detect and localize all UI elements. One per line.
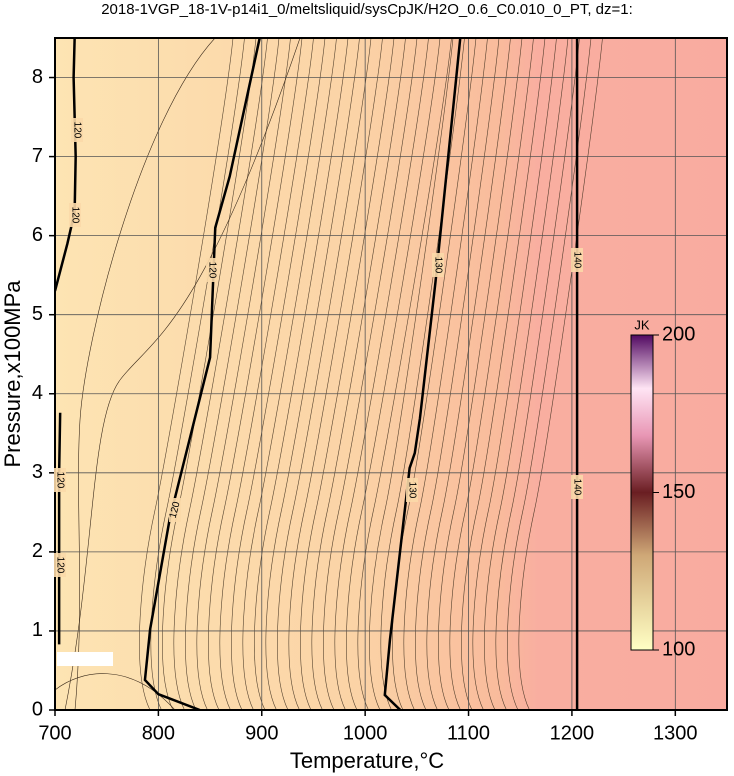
colorbar xyxy=(630,334,654,651)
contour-label: 120 xyxy=(71,122,82,139)
minor-contour xyxy=(196,38,291,710)
contour-label-bg xyxy=(71,118,83,142)
contour-label-bg xyxy=(432,253,444,277)
minor-contour xyxy=(484,38,569,710)
minor-contour xyxy=(150,38,245,710)
minor-contour xyxy=(208,38,303,710)
minor-contour xyxy=(346,38,441,710)
colorbar-tick-label: 200 xyxy=(662,323,695,345)
contour-label-bg xyxy=(69,203,81,227)
minor-contour xyxy=(518,38,603,710)
minor-contour xyxy=(380,38,465,710)
contour-label-bg xyxy=(54,553,66,577)
contour-label-bg xyxy=(571,475,583,499)
minor-contour xyxy=(219,38,314,710)
contour-label: 140 xyxy=(571,479,582,496)
minor-contour xyxy=(438,38,523,710)
minor-contour xyxy=(357,38,452,710)
minor-contour xyxy=(449,38,534,710)
contour-line xyxy=(55,38,77,292)
contour-line xyxy=(383,38,462,710)
contour-label: 120 xyxy=(54,472,65,489)
contour-label-bg xyxy=(571,248,583,272)
minor-contour xyxy=(415,38,500,710)
minor-contour xyxy=(64,38,301,710)
x-tick-label: 700 xyxy=(38,722,71,744)
y-tick-label: 6 xyxy=(32,224,43,246)
y-tick-label: 2 xyxy=(32,540,43,562)
minor-contour xyxy=(323,38,418,710)
y-axis-label: Pressure,x100MPa xyxy=(0,280,25,468)
minor-contour xyxy=(173,38,268,710)
y-tick-label: 4 xyxy=(32,382,43,404)
x-tick-label: 1000 xyxy=(343,722,388,744)
minor-contour xyxy=(461,38,546,710)
x-tick-label: 1100 xyxy=(447,722,490,744)
contour-label: 120 xyxy=(206,262,217,279)
minor-contour xyxy=(242,38,337,710)
minor-contour xyxy=(277,38,372,710)
contour-label-bg xyxy=(169,498,181,522)
x-axis-label: Temperature,°C xyxy=(290,748,444,773)
contour-label: 120 xyxy=(54,557,65,574)
contour-label-bg xyxy=(54,468,66,492)
y-tick-label: 8 xyxy=(32,66,43,88)
minor-contour xyxy=(426,38,511,710)
minor-contour xyxy=(162,38,257,710)
colorbar-tick-label: 150 xyxy=(662,481,695,503)
contour-label: 130 xyxy=(406,482,417,499)
contour-label: 130 xyxy=(432,257,443,274)
minor-contour xyxy=(334,38,429,710)
plot-area xyxy=(55,38,727,710)
minor-contour xyxy=(185,38,280,710)
x-tick-label: 800 xyxy=(142,722,175,744)
minor-contour xyxy=(265,38,360,710)
blank-patch xyxy=(57,652,113,666)
minor-contour xyxy=(311,38,406,710)
minor-contour xyxy=(403,38,488,710)
contour-label-bg xyxy=(206,258,218,282)
minor-contour xyxy=(74,38,216,710)
contour-line xyxy=(57,412,62,645)
colorbar-tick-label: 100 xyxy=(662,638,695,660)
minor-contour xyxy=(231,38,326,710)
x-tick-label: 1300 xyxy=(653,722,698,744)
y-tick-label: 0 xyxy=(32,698,43,720)
minor-contour xyxy=(472,38,557,710)
contour-label: 120 xyxy=(168,500,183,519)
y-tick-label: 7 xyxy=(32,145,43,167)
y-tick-label: 5 xyxy=(32,303,43,325)
minor-contour xyxy=(254,38,349,710)
minor-contour xyxy=(139,38,234,710)
contour-label: 120 xyxy=(69,207,80,224)
x-tick-label: 1200 xyxy=(550,722,595,744)
minor-contour xyxy=(369,38,454,710)
contour-label: 140 xyxy=(571,252,582,269)
minor-contours xyxy=(55,38,603,710)
y-tick-label: 3 xyxy=(32,461,43,483)
minor-contour xyxy=(288,38,383,710)
minor-contour xyxy=(495,38,580,710)
minor-contour xyxy=(300,38,395,710)
plot-frame xyxy=(54,37,728,711)
x-tick-label: 900 xyxy=(245,722,278,744)
chart-title: 2018-1VGP_18-1V-p14i1_0/meltsliquid/sysC… xyxy=(101,1,633,18)
colorbar-label: JK xyxy=(634,317,650,332)
contour-label-bg xyxy=(406,478,418,502)
y-tick-label: 1 xyxy=(32,619,43,641)
